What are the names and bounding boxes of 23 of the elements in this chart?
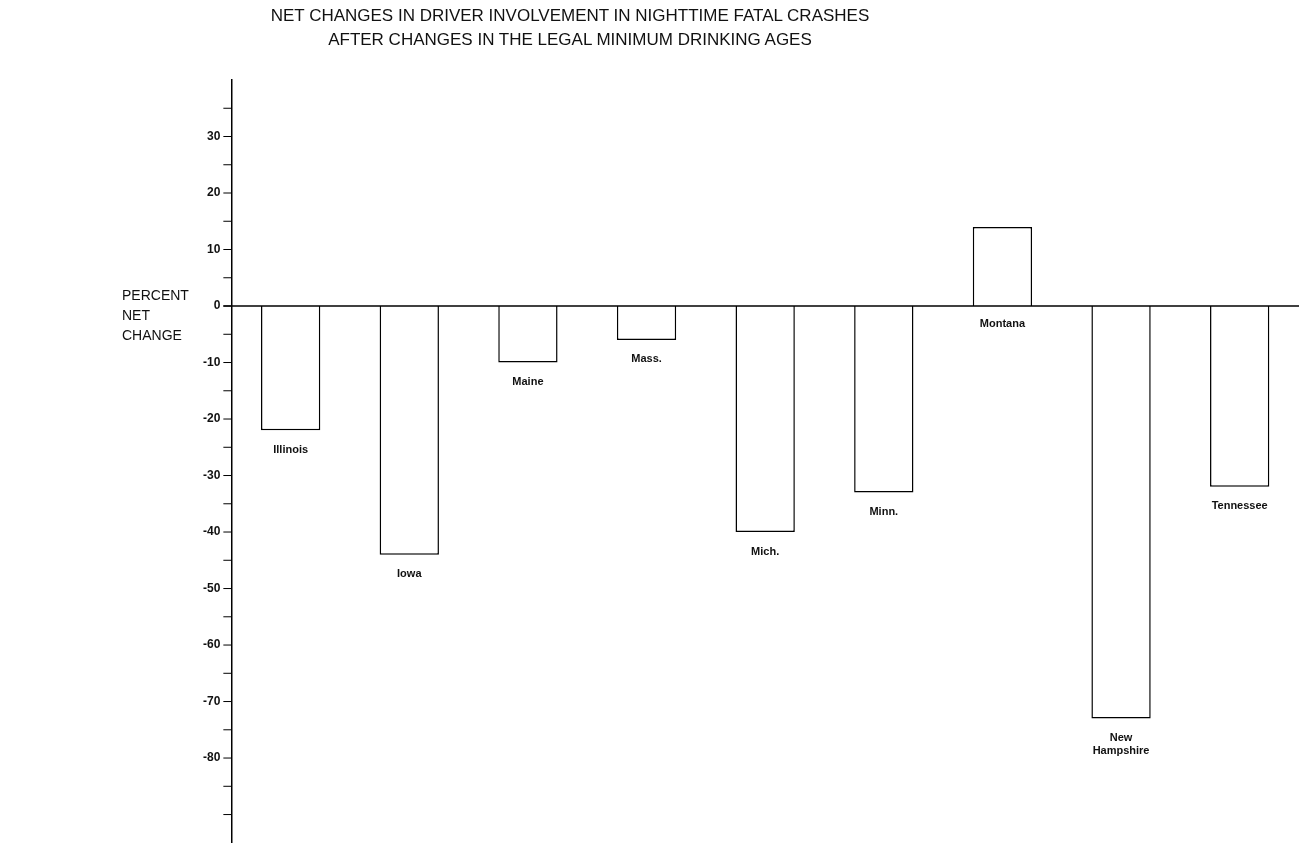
y-tick-label: 20 xyxy=(206,185,221,200)
y-tick-label: -10 xyxy=(203,354,221,369)
y-tick-label: 30 xyxy=(206,128,221,143)
y-tick-label: -50 xyxy=(203,580,221,595)
y-tick-label: -30 xyxy=(203,467,221,482)
y-axis-title: PERCENT NET CHANGE xyxy=(122,286,190,345)
y-tick-label: -60 xyxy=(203,637,221,652)
x-tick-label: Mich. xyxy=(751,544,780,557)
y-tick-label: -40 xyxy=(203,524,221,539)
y-tick-label: -80 xyxy=(203,750,221,765)
x-tick-label: Iowa xyxy=(397,567,423,580)
x-tick-label: Minn. xyxy=(869,505,899,518)
y-tick-label: 10 xyxy=(206,241,221,256)
chart-title: NET CHANGES IN DRIVER INVOLVEMENT IN NIGHTTIME FATAL CRASHES AFTER CHANGES IN THE LEGAL MINIMUM DRINKING AGES xyxy=(269,5,871,51)
x-tick-label: New Hampshire xyxy=(1092,731,1150,757)
x-tick-label: Maine xyxy=(512,375,544,388)
x-tick-label: Illinois xyxy=(273,442,309,455)
x-tick-label: Montana xyxy=(979,316,1026,329)
y-tick-label: 0 xyxy=(213,298,221,313)
y-tick-label: -20 xyxy=(203,411,221,426)
x-tick-label: Mass. xyxy=(631,352,662,365)
y-tick-label: -70 xyxy=(203,693,221,708)
x-tick-label: Tennessee xyxy=(1211,499,1268,512)
